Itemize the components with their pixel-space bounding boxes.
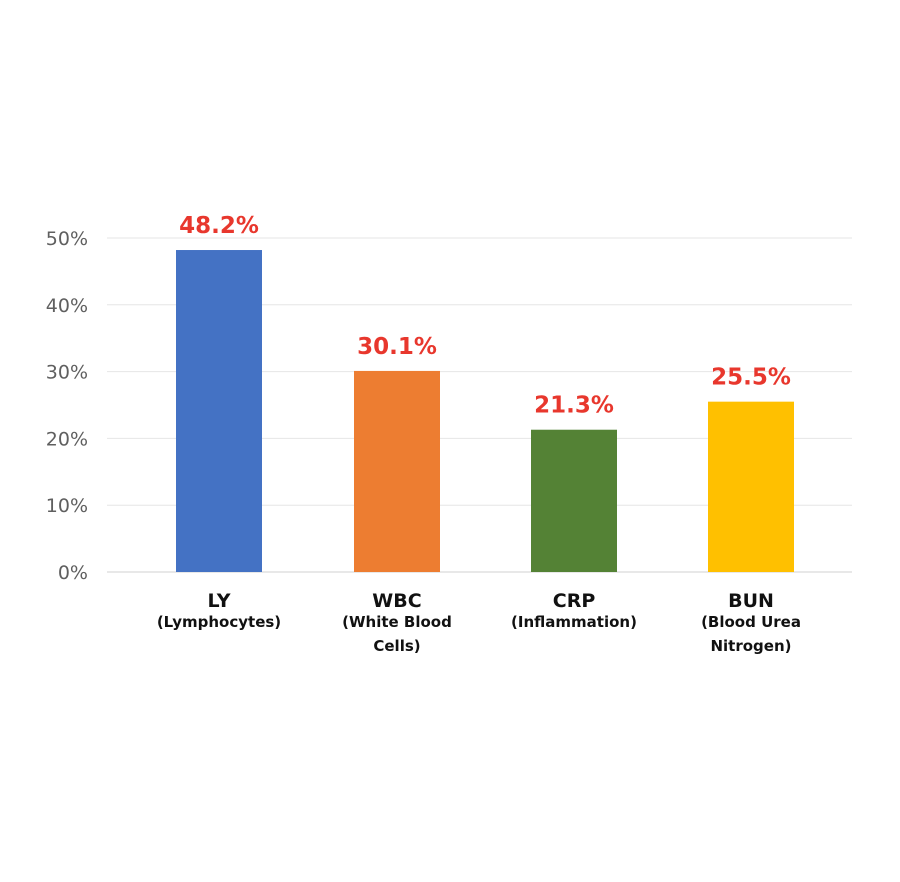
x-axis-category-labels: LY(Lymphocytes)WBC(White BloodCells)CRP(… (157, 590, 801, 655)
data-label: 25.5% (711, 365, 791, 391)
y-tick-label: 20% (46, 428, 88, 450)
category-sublabel: (Blood Urea (701, 613, 801, 631)
category-sublabel: (Lymphocytes) (157, 613, 281, 631)
category-label: BUN (728, 590, 774, 612)
data-label: 21.3% (534, 393, 614, 419)
y-tick-label: 10% (46, 495, 88, 517)
bar-bun (708, 401, 794, 572)
data-label: 48.2% (179, 213, 259, 239)
category-sublabel: (Inflammation) (511, 613, 637, 631)
bar-crp (531, 429, 617, 572)
y-tick-label: 30% (46, 362, 88, 384)
category-sublabel: Cells) (373, 637, 420, 655)
y-axis-tick-labels: 0% 10% 20% 30% 40% 50% (46, 228, 88, 584)
category-label: LY (208, 590, 231, 612)
value-labels: 48.2% 30.1% 21.3% 25.5% (179, 213, 791, 419)
category-label: CRP (553, 590, 596, 612)
category-sublabel: Nitrogen) (710, 637, 791, 655)
bar-ly (176, 250, 262, 573)
data-label: 30.1% (357, 334, 437, 360)
category-sublabel: (White Blood (342, 613, 452, 631)
bar-wbc (354, 370, 440, 572)
y-tick-label: 40% (46, 295, 88, 317)
bars (176, 250, 794, 573)
category-label: WBC (372, 590, 421, 612)
y-tick-label: 0% (58, 562, 88, 584)
y-tick-label: 50% (46, 228, 88, 250)
